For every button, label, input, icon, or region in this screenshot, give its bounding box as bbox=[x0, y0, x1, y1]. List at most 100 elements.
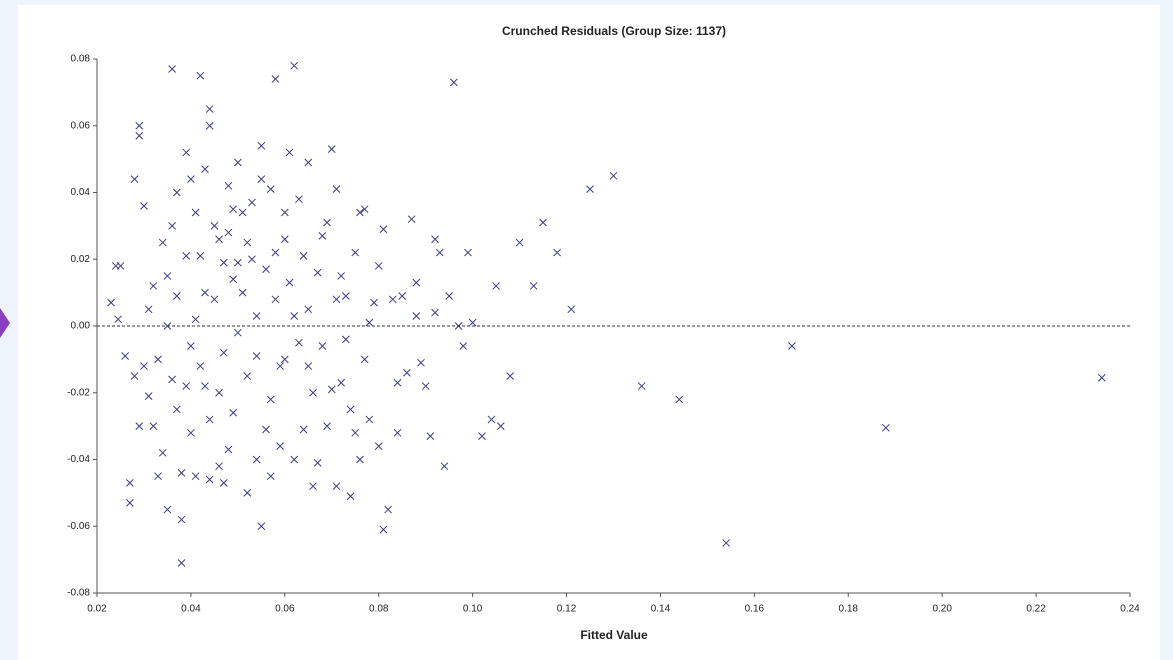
point bbox=[398, 292, 407, 300]
point bbox=[393, 428, 402, 437]
point bbox=[215, 462, 223, 471]
point bbox=[417, 358, 425, 367]
point bbox=[290, 455, 299, 464]
point bbox=[229, 408, 238, 417]
point bbox=[276, 362, 284, 370]
point bbox=[252, 352, 261, 360]
point bbox=[365, 415, 374, 424]
point bbox=[234, 258, 242, 267]
point bbox=[135, 422, 144, 430]
point bbox=[365, 318, 374, 327]
y-tick-label: 0.04 bbox=[71, 187, 91, 198]
point bbox=[257, 175, 266, 184]
panel bbox=[18, 5, 1160, 660]
point bbox=[130, 372, 139, 380]
point bbox=[304, 305, 313, 314]
point bbox=[126, 499, 134, 507]
point bbox=[637, 382, 646, 390]
point bbox=[248, 198, 256, 207]
point bbox=[187, 342, 195, 350]
point bbox=[163, 272, 172, 280]
point bbox=[271, 295, 280, 304]
point bbox=[215, 235, 223, 244]
point bbox=[121, 352, 130, 360]
point bbox=[459, 342, 468, 350]
point bbox=[271, 75, 280, 83]
point bbox=[342, 335, 350, 344]
point bbox=[323, 422, 331, 430]
point bbox=[252, 455, 261, 464]
point bbox=[205, 105, 214, 113]
point bbox=[257, 522, 266, 531]
point bbox=[788, 342, 796, 350]
point bbox=[327, 385, 336, 394]
y-tick-label: -0.06 bbox=[67, 521, 90, 532]
point bbox=[450, 78, 458, 87]
point bbox=[280, 208, 289, 217]
point bbox=[313, 268, 322, 277]
point bbox=[158, 238, 167, 247]
x-tick-label: 0.22 bbox=[1026, 604, 1046, 615]
x-tick-label: 0.24 bbox=[1120, 604, 1140, 615]
y-tick-label: -0.08 bbox=[67, 588, 90, 599]
point bbox=[219, 479, 228, 487]
point bbox=[111, 262, 120, 270]
point bbox=[168, 222, 176, 230]
point bbox=[172, 405, 181, 414]
y-tick-label: -0.02 bbox=[67, 387, 90, 398]
point bbox=[295, 195, 303, 204]
point bbox=[182, 252, 191, 260]
side-marker bbox=[0, 308, 10, 338]
point bbox=[191, 208, 200, 217]
point bbox=[191, 315, 200, 324]
point bbox=[1097, 373, 1106, 382]
point bbox=[130, 175, 139, 184]
point bbox=[567, 305, 576, 314]
point bbox=[187, 428, 195, 437]
point bbox=[421, 382, 430, 390]
point bbox=[468, 318, 477, 327]
point bbox=[238, 208, 247, 217]
point bbox=[163, 322, 172, 330]
point bbox=[196, 71, 205, 80]
point bbox=[374, 262, 383, 270]
point bbox=[299, 425, 308, 434]
point bbox=[360, 355, 369, 364]
point bbox=[285, 278, 294, 287]
point bbox=[168, 65, 176, 73]
point bbox=[205, 475, 214, 484]
point bbox=[210, 222, 219, 230]
point bbox=[262, 265, 270, 274]
point bbox=[201, 382, 209, 390]
point bbox=[384, 505, 392, 514]
point bbox=[252, 312, 261, 320]
point bbox=[492, 282, 500, 290]
point bbox=[158, 448, 167, 457]
point bbox=[426, 432, 435, 440]
y-tick-label: 0.00 bbox=[71, 321, 91, 332]
point bbox=[114, 315, 122, 324]
point bbox=[351, 248, 360, 257]
point bbox=[346, 405, 355, 414]
point bbox=[238, 288, 247, 297]
x-tick-label: 0.18 bbox=[839, 604, 859, 615]
point bbox=[370, 298, 378, 307]
point bbox=[553, 248, 562, 257]
point bbox=[332, 295, 341, 304]
point bbox=[393, 378, 402, 387]
point bbox=[506, 372, 515, 380]
point bbox=[464, 248, 472, 257]
point bbox=[201, 288, 209, 297]
x-tick-label: 0.16 bbox=[745, 604, 765, 615]
x-tick-label: 0.06 bbox=[275, 604, 295, 615]
point bbox=[529, 282, 538, 290]
point bbox=[177, 515, 186, 524]
point bbox=[196, 362, 205, 370]
point bbox=[431, 308, 439, 317]
point bbox=[346, 492, 355, 501]
point bbox=[337, 378, 346, 387]
x-tick-label: 0.14 bbox=[651, 604, 671, 615]
point bbox=[290, 312, 299, 320]
point bbox=[290, 61, 299, 70]
